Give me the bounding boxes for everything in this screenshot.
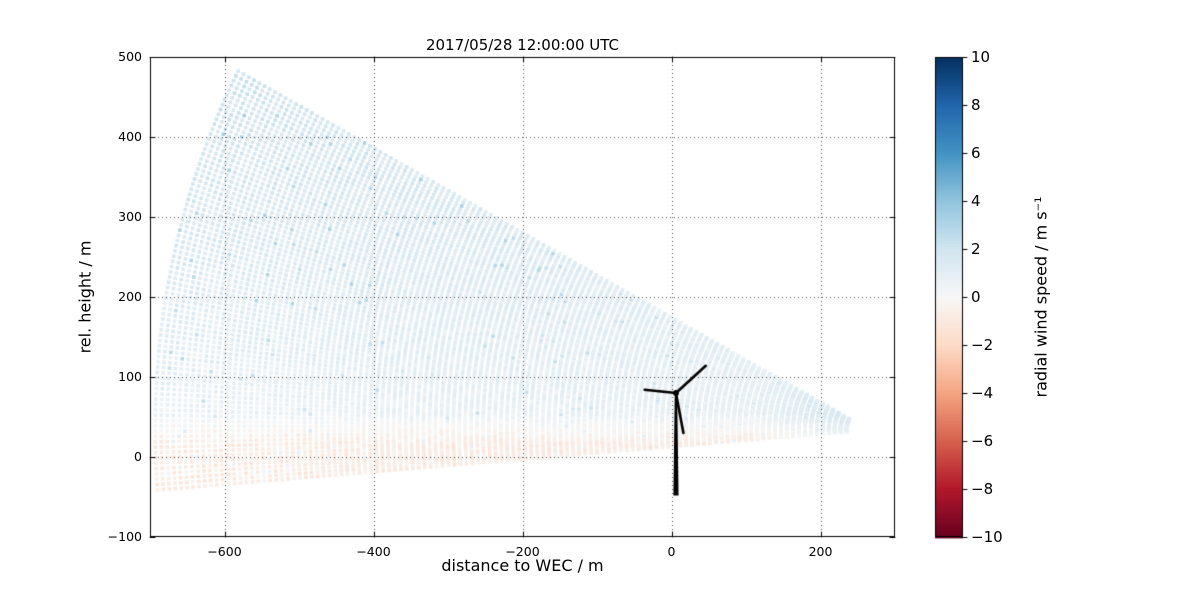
colorbar-tick-label: −4 [971,384,994,402]
x-tick-label: −600 [207,544,242,559]
y-tick-label: 300 [118,209,142,224]
colorbar-tick-label: 6 [971,144,981,162]
x-tick-label: 0 [667,544,676,559]
colorbar-tick-label: −8 [971,480,994,498]
colorbar-tick-label: −10 [971,528,1003,546]
y-tick-label: 0 [134,449,142,464]
x-tick-label: 200 [808,544,833,559]
y-tick-label: 200 [118,289,142,304]
colorbar-tick-label: −2 [971,336,994,354]
y-tick-label: 100 [118,369,142,384]
colorbar-tick-label: 0 [971,288,981,306]
y-tick-label: −100 [107,529,142,544]
x-tick-label: −400 [356,544,391,559]
colorbar-tick-label: 2 [971,240,981,258]
y-tick-label: 400 [118,129,142,144]
x-axis-label: distance to WEC / m [441,556,604,575]
colorbar-tick-label: −6 [971,432,994,450]
x-tick-label: −200 [505,544,540,559]
colorbar-tick-label: 4 [971,192,981,210]
colorbar-tick-label: 10 [971,48,991,66]
plot-title: 2017/05/28 12:00:00 UTC [425,36,620,54]
colorbar-tick-label: 8 [971,96,981,114]
colorbar-label: radial wind speed / m s⁻¹ [1031,196,1051,398]
y-tick-label: 500 [118,49,142,64]
